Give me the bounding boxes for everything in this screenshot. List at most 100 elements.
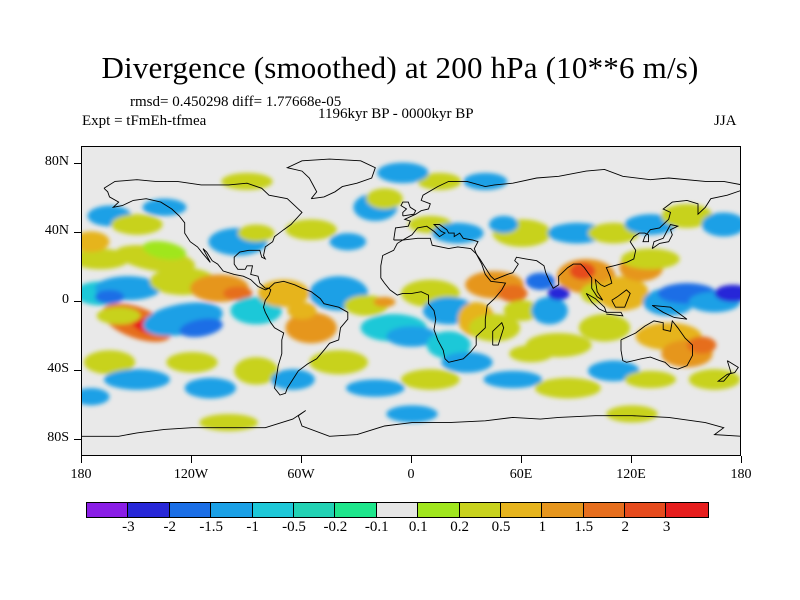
divergence-contour	[531, 296, 568, 325]
colorbar-label: 3	[662, 519, 671, 535]
lon-tick-label: 60W	[287, 467, 315, 482]
divergence-contour	[426, 331, 471, 359]
colorbar-label: -2	[163, 519, 177, 535]
coastline	[103, 179, 303, 291]
divergence-contour	[489, 215, 519, 234]
divergence-contour	[687, 336, 717, 354]
lat-tick	[74, 301, 81, 302]
coastline	[393, 168, 740, 301]
divergence-contour	[441, 351, 493, 373]
divergence-contour	[82, 248, 130, 270]
colorbar-swatch	[293, 503, 336, 517]
lon-tick-label: 60E	[509, 467, 533, 482]
divergence-contour	[621, 248, 680, 270]
divergence-contour	[401, 369, 460, 390]
plot-title: Divergence (smoothed) at 200 hPa (10**6 …	[101, 50, 699, 85]
colorbar-swatch	[252, 503, 294, 517]
lat-tick	[74, 163, 81, 165]
divergence-contour	[386, 326, 438, 347]
stats-text: rmsd= 0.450298 diff= 1.77668e-05	[130, 94, 342, 110]
divergence-contour	[386, 405, 438, 423]
divergence-contour	[234, 357, 279, 385]
divergence-contour	[223, 286, 253, 301]
divergence-contour	[82, 231, 110, 253]
coastline	[380, 237, 507, 363]
divergence-contour	[346, 379, 405, 397]
divergence-contour	[509, 345, 554, 363]
divergence-contour	[578, 314, 631, 342]
lon-tick	[631, 456, 632, 463]
divergence-contour	[166, 351, 218, 373]
coastline	[606, 311, 624, 317]
divergence-contour	[547, 286, 570, 301]
lat-tick-label: 80S	[47, 429, 69, 445]
colorbar-label: 0.1	[408, 519, 428, 535]
divergence-contour	[377, 162, 429, 184]
divergence-contour	[82, 388, 110, 406]
lat-tick	[74, 232, 81, 234]
lon-tick	[521, 456, 522, 463]
divergence-contour	[142, 198, 187, 216]
colorbar-label: 0.5	[491, 519, 511, 535]
lat-tick-label: 80N	[44, 154, 69, 170]
colorbar-swatch	[583, 503, 626, 517]
experiment-label: Expt = tFmEh-tfmea	[82, 113, 207, 129]
divergence-contour	[701, 212, 740, 237]
colorbar-swatch	[169, 503, 212, 517]
lat-tick-label: 40S	[47, 360, 69, 376]
coastline	[651, 304, 688, 320]
divergence-contour	[83, 350, 136, 375]
divergence-contour	[468, 314, 521, 342]
lat-tick-label: 0	[62, 292, 69, 307]
colorbar-swatch	[625, 503, 667, 517]
season-label: JJA	[714, 113, 737, 129]
lon-tick	[191, 456, 192, 463]
coastline	[611, 289, 631, 308]
divergence-contour	[184, 377, 236, 399]
colorbar-swatch	[128, 503, 170, 517]
divergence-contour	[483, 370, 543, 389]
divergence-contour	[463, 172, 508, 191]
lon-tick-label: 180	[730, 467, 752, 482]
colorbar-swatch	[666, 503, 708, 517]
coastline	[620, 319, 693, 370]
divergence-contour	[111, 214, 163, 235]
colorbar-label: 0.2	[450, 519, 469, 535]
colorbar-swatch	[500, 503, 543, 517]
colorbar-label: -0.5	[282, 519, 306, 535]
lat-tick	[74, 438, 81, 440]
divergence-contour	[714, 284, 740, 302]
divergence-contour	[606, 405, 658, 423]
lat-tick	[74, 369, 81, 371]
divergence-contour	[688, 369, 740, 390]
divergence-contour	[597, 276, 649, 311]
divergence-contour	[498, 284, 528, 302]
colorbar-label: 1.5	[574, 519, 594, 535]
divergence-contour	[503, 300, 541, 321]
divergence-contour	[179, 318, 223, 338]
coastline	[716, 360, 739, 382]
divergence-contour	[432, 222, 484, 244]
coastline	[651, 223, 680, 249]
lat-tick-label: 40N	[44, 223, 69, 239]
lon-tick	[741, 456, 742, 463]
lon-tick-label: 0	[407, 467, 415, 482]
coastline	[82, 410, 740, 437]
lon-tick-label: 180	[70, 467, 92, 482]
colorbar-swatch	[211, 503, 253, 517]
colorbar-label: 1	[538, 519, 547, 535]
divergence-contour	[588, 360, 640, 382]
coastline	[285, 158, 376, 200]
divergence-contour	[525, 272, 555, 290]
divergence-contour	[287, 302, 317, 320]
colorbar-label: 2	[621, 519, 629, 535]
divergence-contour	[661, 203, 713, 228]
colorbar-swatch	[542, 503, 584, 517]
colorbar-label: -0.1	[364, 519, 389, 535]
divergence-contour	[285, 312, 337, 344]
colorbar-label: -1	[246, 519, 259, 535]
lon-tick-label: 120E	[616, 467, 646, 482]
divergence-contour	[142, 241, 187, 260]
lon-tick	[81, 456, 82, 463]
lon-tick	[411, 456, 412, 463]
